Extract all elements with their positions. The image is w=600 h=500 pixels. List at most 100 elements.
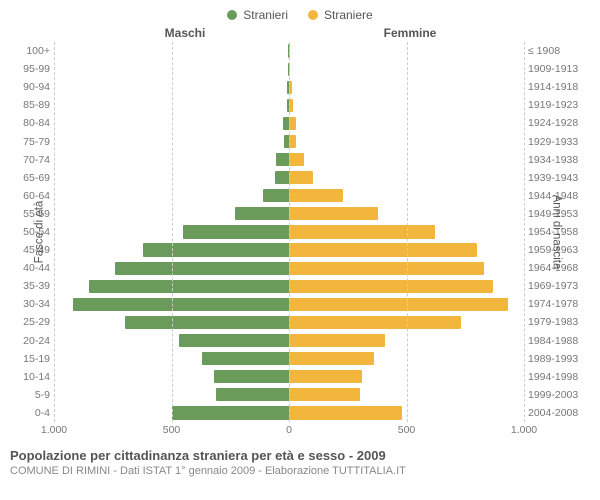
ytick-birthyear: 1989-1993 xyxy=(524,350,590,368)
ytick-birthyear: 1934-1938 xyxy=(524,151,590,169)
xtick: 1.000 xyxy=(41,424,67,436)
ytick-age: 35-39 xyxy=(10,277,54,295)
bar-female xyxy=(289,135,296,148)
ytick-age: 5-9 xyxy=(10,386,54,404)
bar-female xyxy=(289,262,484,275)
legend: Stranieri Straniere xyxy=(10,8,590,22)
ytick-age: 25-29 xyxy=(10,313,54,331)
bar-female xyxy=(289,171,313,184)
bar-female xyxy=(289,388,360,401)
ytick-birthyear: 1929-1933 xyxy=(524,132,590,150)
ytick-age: 85-89 xyxy=(10,96,54,114)
bar-male xyxy=(202,352,289,365)
population-pyramid-chart: Stranieri Straniere Maschi Femmine Fasce… xyxy=(0,0,600,500)
bar-female xyxy=(289,370,362,383)
bar-male xyxy=(179,334,289,347)
ytick-age: 40-44 xyxy=(10,259,54,277)
ytick-age: 95-99 xyxy=(10,60,54,78)
bar-female xyxy=(289,352,374,365)
legend-label-male: Stranieri xyxy=(243,8,288,22)
ytick-birthyear: 1969-1973 xyxy=(524,277,590,295)
xtick: 0 xyxy=(286,424,292,436)
bar-male xyxy=(73,298,289,311)
ytick-age: 10-14 xyxy=(10,368,54,386)
ytick-birthyear: 1924-1928 xyxy=(524,114,590,132)
bar-male xyxy=(183,225,289,238)
bar-male xyxy=(235,207,289,220)
header-male: Maschi xyxy=(10,26,300,40)
ytick-birthyear: 2004-2008 xyxy=(524,404,590,422)
y-axis-left: 100+95-9990-9485-8980-8475-7970-7465-696… xyxy=(10,42,54,422)
plot-area: Fasce di età Anni di nascita 100+95-9990… xyxy=(10,42,590,422)
column-headers: Maschi Femmine xyxy=(10,26,590,40)
ytick-birthyear: 1909-1913 xyxy=(524,60,590,78)
legend-item-male: Stranieri xyxy=(227,8,288,22)
bar-male xyxy=(143,243,289,256)
ytick-age: 65-69 xyxy=(10,169,54,187)
y-axis-right-label: Anni di nascita xyxy=(551,195,563,270)
ytick-birthyear: 1914-1918 xyxy=(524,78,590,96)
xtick: 500 xyxy=(398,424,416,436)
ytick-age: 20-24 xyxy=(10,332,54,350)
caption: Popolazione per cittadinanza straniera p… xyxy=(10,448,590,477)
ytick-age: 15-19 xyxy=(10,350,54,368)
ytick-birthyear: ≤ 1908 xyxy=(524,42,590,60)
bar-male xyxy=(172,406,290,419)
bar-male xyxy=(125,316,290,329)
ytick-age: 55-59 xyxy=(10,205,54,223)
xtick: 500 xyxy=(163,424,181,436)
caption-subtitle: COMUNE DI RIMINI - Dati ISTAT 1° gennaio… xyxy=(10,465,590,477)
ytick-birthyear: 1994-1998 xyxy=(524,368,590,386)
ytick-age: 0-4 xyxy=(10,404,54,422)
legend-dot-male xyxy=(227,10,237,20)
ytick-age: 75-79 xyxy=(10,132,54,150)
x-axis: 1.000 500 0 500 1.000 xyxy=(10,424,590,444)
ytick-age: 100+ xyxy=(10,42,54,60)
caption-title: Popolazione per cittadinanza straniera p… xyxy=(10,448,590,463)
bar-male xyxy=(214,370,289,383)
gridline-vertical xyxy=(172,42,173,422)
bars-area xyxy=(54,42,524,422)
gridline-vertical xyxy=(289,42,290,422)
ytick-age: 80-84 xyxy=(10,114,54,132)
bar-female xyxy=(289,280,493,293)
bar-female xyxy=(289,207,378,220)
ytick-birthyear: 1999-2003 xyxy=(524,386,590,404)
bar-male xyxy=(276,153,289,166)
bar-female xyxy=(289,316,461,329)
header-female: Femmine xyxy=(300,26,590,40)
bar-male xyxy=(115,262,289,275)
bar-female xyxy=(289,225,435,238)
bar-male xyxy=(216,388,289,401)
gridline-vertical xyxy=(407,42,408,422)
gridline-vertical xyxy=(54,42,55,422)
ytick-age: 50-54 xyxy=(10,223,54,241)
legend-item-female: Straniere xyxy=(308,8,373,22)
ytick-age: 70-74 xyxy=(10,151,54,169)
legend-label-female: Straniere xyxy=(324,8,373,22)
y-axis-left-label: Fasce di età xyxy=(33,201,45,264)
bar-female xyxy=(289,334,385,347)
bar-male xyxy=(89,280,289,293)
ytick-age: 90-94 xyxy=(10,78,54,96)
bar-female xyxy=(289,406,402,419)
ytick-age: 60-64 xyxy=(10,187,54,205)
ytick-age: 45-49 xyxy=(10,241,54,259)
x-ticks: 1.00050005001.000 xyxy=(54,424,524,444)
ytick-birthyear: 1939-1943 xyxy=(524,169,590,187)
bar-female xyxy=(289,298,508,311)
bar-female xyxy=(289,243,477,256)
legend-dot-female xyxy=(308,10,318,20)
xtick: 1.000 xyxy=(511,424,537,436)
gridline-vertical xyxy=(524,42,525,422)
ytick-birthyear: 1979-1983 xyxy=(524,313,590,331)
bar-female xyxy=(289,117,296,130)
bar-male xyxy=(275,171,289,184)
bar-female xyxy=(289,189,343,202)
ytick-age: 30-34 xyxy=(10,295,54,313)
bar-female xyxy=(289,153,304,166)
bar-male xyxy=(263,189,289,202)
ytick-birthyear: 1919-1923 xyxy=(524,96,590,114)
ytick-birthyear: 1984-1988 xyxy=(524,332,590,350)
ytick-birthyear: 1974-1978 xyxy=(524,295,590,313)
